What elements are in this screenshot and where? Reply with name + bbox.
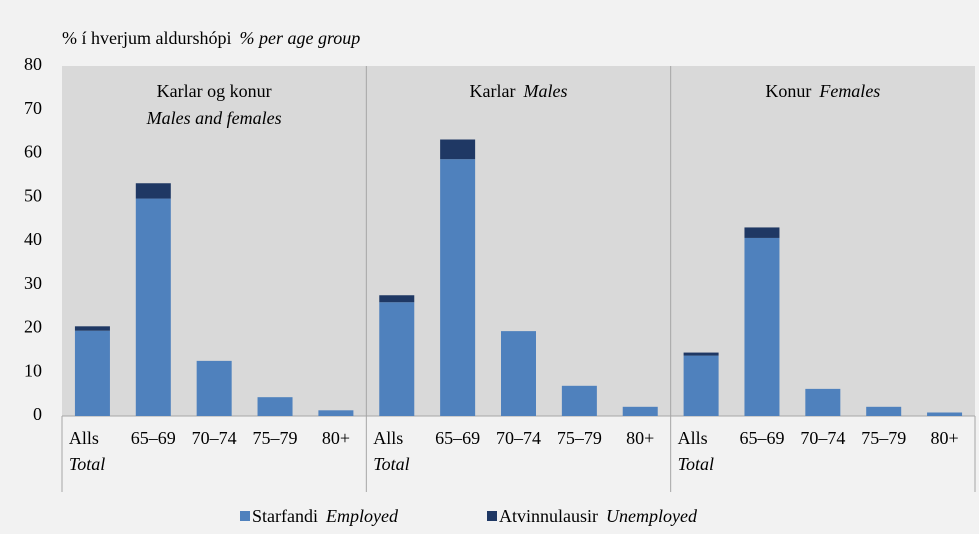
legend-label: Starfandi Employed: [252, 506, 399, 526]
legend-name-en: Employed: [325, 506, 399, 526]
y-tick-label: 20: [24, 317, 42, 337]
x-tick-label: Alls: [69, 428, 99, 448]
legend-label: Atvinnulausir Unemployed: [499, 506, 698, 526]
group-title-is: Karlar: [470, 81, 516, 101]
group-subtitle: Males and females: [146, 108, 282, 128]
y-tick-label: 40: [24, 229, 42, 249]
bar-segment: [744, 227, 780, 238]
y-tick-label: 50: [24, 185, 42, 205]
group-title-is: Konur: [765, 81, 811, 101]
x-tick-note: Total: [69, 454, 105, 474]
bar-segment: [744, 237, 780, 416]
x-tick-label: Alls: [678, 428, 708, 448]
bar-segment: [866, 406, 902, 416]
legend-name: Starfandi: [252, 506, 318, 526]
x-tick-label: 75–79: [557, 428, 602, 448]
bar-segment: [379, 295, 415, 303]
bar-segment: [379, 302, 415, 416]
bar-segment: [318, 410, 354, 416]
x-tick-label: 75–79: [253, 428, 298, 448]
bar-segment: [196, 360, 232, 416]
y-axis-label-en: % per age group: [239, 28, 360, 48]
bar-segment: [74, 326, 110, 331]
x-tick-label: 80+: [930, 428, 958, 448]
group-title: Karlar og konur: [157, 81, 272, 101]
x-tick-label: 65–69: [131, 428, 176, 448]
y-axis-label: % í hverjum aldurshópi % per age group: [62, 28, 360, 48]
group-title: Konur Females: [765, 81, 880, 101]
y-tick-label: 80: [24, 54, 42, 74]
bar-segment: [683, 352, 719, 356]
x-tick-label: 70–74: [496, 428, 541, 448]
y-tick-label: 70: [24, 98, 42, 118]
y-tick-label: 10: [24, 360, 42, 380]
bar-segment: [135, 198, 171, 416]
y-tick-label: 0: [33, 404, 42, 424]
y-tick-label: 60: [24, 142, 42, 162]
bar-segment: [440, 159, 476, 416]
x-tick-label: 70–74: [800, 428, 845, 448]
bar-segment: [683, 355, 719, 416]
bar-segment: [135, 183, 171, 199]
x-tick-label: 80+: [322, 428, 350, 448]
x-tick-label: Alls: [373, 428, 403, 448]
x-tick-label: 65–69: [435, 428, 480, 448]
bar-segment: [561, 385, 597, 416]
bar-segment: [74, 330, 110, 416]
legend-name: Atvinnulausir: [499, 506, 598, 526]
bar-segment: [805, 388, 841, 416]
bar-segment: [440, 139, 476, 160]
legend-swatch: [240, 511, 250, 521]
bar-segment: [927, 412, 963, 416]
group-title: Karlar Males: [470, 81, 568, 101]
legend-swatch: [487, 511, 497, 521]
bar-segment: [257, 397, 293, 416]
legend-name-en: Unemployed: [606, 506, 698, 526]
y-axis-label-is: % í hverjum aldurshópi: [62, 28, 231, 48]
x-tick-note: Total: [373, 454, 409, 474]
bar-segment: [501, 331, 536, 416]
x-tick-label: 80+: [626, 428, 654, 448]
x-tick-label: 75–79: [861, 428, 906, 448]
bar-segment: [622, 406, 658, 416]
x-tick-label: 65–69: [739, 428, 784, 448]
x-tick-note: Total: [678, 454, 714, 474]
group-subtitle: Females: [818, 81, 880, 101]
y-tick-label: 30: [24, 273, 42, 293]
group-subtitle: Males: [522, 81, 567, 101]
x-tick-label: 70–74: [192, 428, 237, 448]
